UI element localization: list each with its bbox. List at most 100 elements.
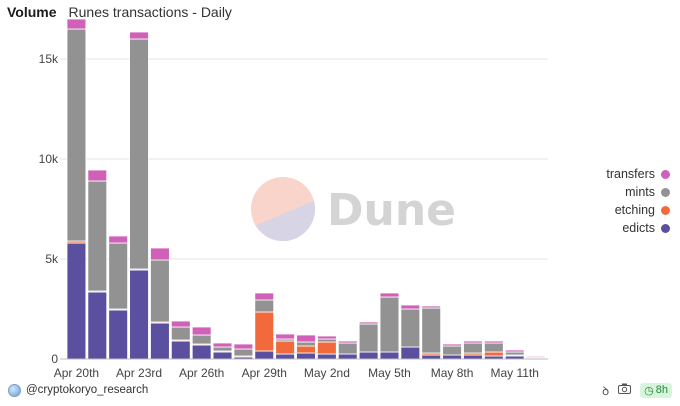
bar-segment-etching[interactable] (317, 341, 337, 355)
bar-segment-edicts[interactable] (87, 291, 108, 360)
refresh-badge[interactable]: ◷ 8h (640, 382, 672, 398)
bar-segment-mints[interactable] (400, 308, 421, 348)
bar-segment-edicts[interactable] (317, 353, 337, 360)
bar-segment-mints[interactable] (87, 180, 108, 292)
bar-segment-mints[interactable] (442, 345, 462, 356)
bar-segment-edicts[interactable] (191, 344, 212, 360)
bar-group[interactable] (233, 343, 254, 360)
bar-group[interactable] (108, 235, 129, 360)
x-tick-label: Apr 20th (54, 366, 99, 380)
bar-segment-edicts[interactable] (129, 269, 149, 360)
bar-segment-edicts[interactable] (296, 352, 316, 360)
bar-group[interactable] (463, 340, 483, 360)
bar-segment-transfers[interactable] (504, 349, 525, 353)
bar-group[interactable] (504, 349, 525, 360)
bar-segment-transfers[interactable] (87, 169, 108, 182)
bar-segment-transfers[interactable] (191, 326, 212, 336)
bar-group[interactable] (254, 292, 275, 360)
bar-group[interactable] (66, 18, 87, 360)
bar-segment-transfers[interactable] (254, 292, 275, 301)
bar-segment-edicts[interactable] (421, 354, 442, 360)
bar-group[interactable] (442, 343, 462, 360)
bar-segment-mints[interactable] (170, 326, 191, 341)
bar-segment-transfers[interactable] (483, 340, 504, 344)
bar-segment-transfers[interactable] (379, 292, 400, 298)
bar-segment-mints[interactable] (296, 341, 316, 347)
bar-segment-transfers[interactable] (400, 304, 421, 310)
bar-segment-mints[interactable] (108, 242, 129, 310)
bar-segment-transfers[interactable] (317, 335, 337, 340)
bar-group[interactable] (212, 342, 233, 360)
bar-group[interactable] (379, 292, 400, 360)
bar-segment-mints[interactable] (317, 338, 337, 343)
bar-segment-transfers[interactable] (463, 340, 483, 344)
bar-segment-mints[interactable] (358, 323, 379, 353)
bar-segment-edicts[interactable] (150, 322, 170, 360)
bar-segment-mints[interactable] (379, 296, 400, 353)
bar-segment-etching[interactable] (275, 340, 295, 355)
bar-segment-edicts[interactable] (358, 351, 379, 360)
bar-group[interactable] (358, 321, 379, 360)
bar-segment-transfers[interactable] (233, 343, 254, 350)
bar-segment-mints[interactable] (233, 348, 254, 357)
bar-segment-edicts[interactable] (400, 346, 421, 360)
bar-segment-mints[interactable] (483, 342, 504, 353)
bar-segment-etching[interactable] (483, 351, 504, 357)
bar-segment-edicts[interactable] (463, 354, 483, 360)
bar-segment-transfers[interactable] (337, 340, 358, 344)
bar-segment-mints[interactable] (421, 307, 442, 354)
bar-segment-transfers[interactable] (358, 321, 379, 325)
bar-segment-transfers[interactable] (296, 334, 316, 343)
legend-item-mints[interactable]: mints (598, 183, 670, 201)
bar-segment-edicts[interactable] (108, 309, 129, 360)
bar-group[interactable] (87, 169, 108, 360)
x-axis: Apr 20th Apr 23rd Apr 26th Apr 29th May 2nd M… (54, 366, 539, 380)
bar-segment-mints[interactable] (254, 299, 275, 313)
bar-group[interactable] (337, 340, 358, 360)
bar-group[interactable] (483, 340, 504, 360)
bar-group[interactable] (170, 320, 191, 360)
bar-segment-edicts[interactable] (379, 351, 400, 360)
legend-item-edicts[interactable]: edicts (598, 219, 670, 237)
author-credit[interactable]: @cryptokoryo_research (8, 383, 148, 397)
bar-segment-edicts[interactable] (170, 340, 191, 360)
bar-segment-mints[interactable] (212, 346, 233, 352)
bar-segment-transfers[interactable] (525, 355, 546, 358)
bar-segment-transfers[interactable] (150, 247, 170, 261)
bar-group[interactable] (150, 247, 170, 360)
bar-segment-transfers[interactable] (442, 343, 462, 347)
bar-group[interactable] (421, 305, 442, 360)
legend-item-transfers[interactable]: transfers (598, 165, 670, 183)
bar-segment-edicts[interactable] (66, 242, 87, 360)
bar-group[interactable] (191, 326, 212, 360)
bar-segment-mints[interactable] (463, 342, 483, 354)
bar-segment-transfers[interactable] (170, 320, 191, 328)
bar-segment-transfers[interactable] (421, 305, 442, 309)
bar-segment-transfers[interactable] (66, 18, 87, 30)
dune-logo-icon[interactable]: ꝺ (601, 383, 610, 398)
bar-segment-mints[interactable] (191, 334, 212, 345)
bar-segment-transfers[interactable] (275, 333, 295, 340)
bar-group[interactable] (275, 333, 295, 360)
bar-segment-etching[interactable] (296, 345, 316, 354)
camera-icon[interactable] (618, 383, 632, 397)
bar-segment-transfers[interactable] (129, 31, 149, 40)
bar-segment-mints[interactable] (66, 28, 87, 242)
bar-segment-mints[interactable] (129, 38, 149, 270)
bar-segment-edicts[interactable] (337, 353, 358, 360)
bar-segment-edicts[interactable] (212, 351, 233, 360)
bar-segment-mints[interactable] (150, 259, 170, 323)
bar-group[interactable] (296, 334, 316, 360)
bar-group[interactable] (400, 304, 421, 360)
bar-segment-transfers[interactable] (108, 235, 129, 244)
bar-group[interactable] (129, 31, 149, 360)
bar-segment-mints[interactable] (337, 342, 358, 355)
bar-segment-edicts[interactable] (275, 353, 295, 360)
bar-segment-edicts[interactable] (442, 354, 462, 360)
bar-group[interactable] (317, 335, 337, 360)
bar-segment-edicts[interactable] (254, 350, 275, 360)
legend-item-etching[interactable]: etching (598, 201, 670, 219)
bar-segment-etching[interactable] (254, 311, 275, 352)
bar-segment-mints[interactable] (504, 351, 525, 356)
bar-segment-transfers[interactable] (212, 342, 233, 348)
